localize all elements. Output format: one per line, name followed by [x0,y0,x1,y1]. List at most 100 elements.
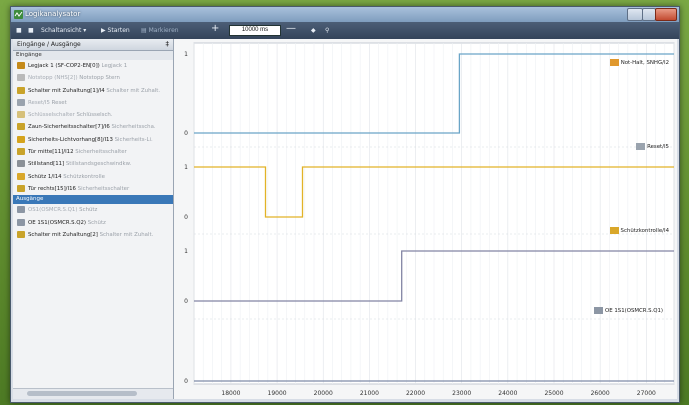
signal-trace [194,166,674,218]
group-label[interactable]: Eingänge [13,51,173,60]
signal-label: Schütz 1/I14 [28,173,62,180]
signal-label: Tür mitte[11]/I12 [28,149,74,156]
toolbar: ■ ■ Schaltansicht ▾ ▶ Starten ▤ Markiere… [11,22,679,39]
signal-sublabel: Stillstandsgeschwindkw. [64,161,132,168]
sidebar-signal-item[interactable]: OS1(OSMCR.S.Q1) Schütz [13,204,173,216]
sidebar-signal-item[interactable]: Schlüsselschalter Schlüsselsch. [13,109,173,121]
sidebar-signal-item[interactable]: Stillstand[11] Stillstandsgeschwindkw. [13,158,173,170]
switch-icon [17,184,25,192]
sidebar-signal-item[interactable]: Zaun-Sicherheitsschalter[7]/I6 Sicherhei… [13,121,173,133]
signal-trace [194,250,674,302]
measure-icon[interactable]: ◆ [311,27,316,34]
sidebar-header: Eingänge / Ausgänge ‡ [13,39,173,51]
x-tick-label: 23000 [452,390,471,397]
sidebar-signal-item[interactable]: Schalter mit Zuhaltung[2] Schalter mit Z… [13,229,173,241]
signal-sublabel: Sicherheitsscha. [109,124,156,131]
motion-icon [17,160,25,168]
lane-tick-low: 0 [184,214,188,221]
contactor-icon [609,227,619,234]
signal-label: OS1(OSMCR.S.Q1) [28,207,78,214]
stop-icon [17,74,25,82]
key-icon [17,111,25,119]
output-icon [17,206,25,214]
series-name: Reset/I5 [647,144,669,150]
group-label[interactable]: Ausgänge [13,195,173,205]
signal-chart-svg: 1 0 1 0 1 0 0 18000 19000 20000 21000 22000 23000 240… [184,42,675,397]
signal-label: Notstopp (NHS[2]) [28,75,78,82]
lane-tick-low: 0 [184,378,188,385]
zoom-in-button[interactable]: + [211,23,220,34]
sidebar-signal-item[interactable]: Legjack 1 (SF-COP2-EN[0]) Legjack 1 [13,60,173,72]
signal-sublabel: Sicherheits-Li. [112,136,153,143]
signal-sublabel: Schlüsselsch. [74,112,113,119]
signal-label: Tür rechts[15]/I16 [28,185,76,192]
warning-icon [17,62,25,69]
signal-sublabel: Schalter mit Zuhalt. [97,231,154,238]
pin-right-icon[interactable]: ■ [28,27,34,34]
time-range-input[interactable] [229,25,281,36]
contactor-icon [17,172,25,180]
signal-label: Sicherheits-Lichtvorhang[8]/I13 [28,136,113,143]
start-button[interactable]: ▶ Starten [101,27,130,34]
sidebar-signal-item[interactable]: OE 1S1(OSMCR.S.Q2) Schütz [13,217,173,229]
signal-sublabel: Schalter mit Zuhalt. [104,87,161,94]
zoom-out-button[interactable]: — [286,23,296,34]
signal-label: Schalter mit Zuhaltung[1]/I4 [28,87,105,94]
sidebar-signal-item[interactable]: Tür rechts[15]/I16 Sicherheitsschalter [13,183,173,195]
sidebar-signal-item[interactable]: Notstopp (NHS[2]) Notstopp Stern [13,72,173,84]
estop-icon [609,59,619,66]
app-window: Logikanalysator ■ ■ Schaltansicht ▾ ▶ St… [10,6,680,403]
lane-tick-high: 1 [184,248,188,255]
x-tick-label: 25000 [544,390,563,397]
series-label: Not-Halt, SNHG/I2 [609,59,669,66]
signal-sidebar: Eingänge / Ausgänge ‡ Eingänge Legjack 1 … [13,39,174,399]
signal-label: Zaun-Sicherheitsschalter[7]/I6 [28,124,110,131]
lane-tick-low: 0 [184,130,188,137]
signal-sublabel: Legjack 1 [99,63,128,69]
sidebar-signal-item[interactable]: Sicherheits-Lichtvorhang[8]/I13 Sicherhe… [13,134,173,146]
curtain-icon [17,135,25,143]
signal-sublabel: Schützkontrolle [61,173,105,180]
signal-sublabel: Schütz [77,207,98,214]
switch-icon [17,148,25,156]
search-icon[interactable]: ⚲ [325,27,330,34]
title-bar: Logikanalysator [11,7,679,22]
marker-button[interactable]: ▤ Markieren [141,27,179,34]
pin-icon[interactable]: ‡ [165,40,170,48]
output-icon [593,307,603,314]
signal-sublabel: Reset [49,99,67,106]
series-name: Schützkontrolle/I4 [620,228,669,234]
maximize-button[interactable] [642,8,656,21]
sidebar-signal-item[interactable]: Tür mitte[11]/I12 Sicherheitsschalter [13,146,173,158]
sidebar-scrollbar[interactable] [13,388,173,399]
x-tick-label: 18000 [221,390,240,397]
signal-sublabel: Sicherheitsschalter [73,149,127,156]
x-tick-label: 26000 [591,390,610,397]
signal-label: OE 1S1(OSMCR.S.Q2) [28,219,87,226]
minimize-button[interactable] [627,8,643,21]
signal-label: Stillstand[11] [28,161,65,168]
x-tick-label: 20000 [314,390,333,397]
lane-tick-high: 1 [184,164,188,171]
output-icon [17,218,25,226]
pin-left-icon[interactable]: ■ [16,27,22,34]
sidebar-signal-item[interactable]: Schalter mit Zuhaltung[1]/I4 Schalter mi… [13,85,173,97]
scrollbar-thumb[interactable] [27,391,137,396]
signal-trace [194,53,674,134]
series-label: Schützkontrolle/I4 [609,227,669,234]
lane-tick-low: 0 [184,298,188,305]
x-tick-label: 21000 [360,390,379,397]
sidebar-signal-item[interactable]: Reset/I5 Reset [13,97,173,109]
window-title: Logikanalysator [25,10,81,18]
series-name: OE 1S1(OSMCR.S.Q1) [604,308,663,314]
signal-sublabel: Notstopp Stern [77,75,120,82]
signal-label: Legjack 1 (SF-COP2-EN[0]) [28,63,100,69]
sidebar-title: Eingänge / Ausgänge [17,41,81,48]
lane-tick-high: 1 [184,51,188,58]
x-tick-label: 24000 [498,390,517,397]
switch-icon [17,123,25,131]
signal-menu-button[interactable]: Schaltansicht ▾ [41,27,87,34]
sidebar-signal-item[interactable]: Schütz 1/I14 Schützkontrolle [13,171,173,183]
x-tick-label: 22000 [406,390,425,397]
close-button[interactable] [655,8,677,21]
